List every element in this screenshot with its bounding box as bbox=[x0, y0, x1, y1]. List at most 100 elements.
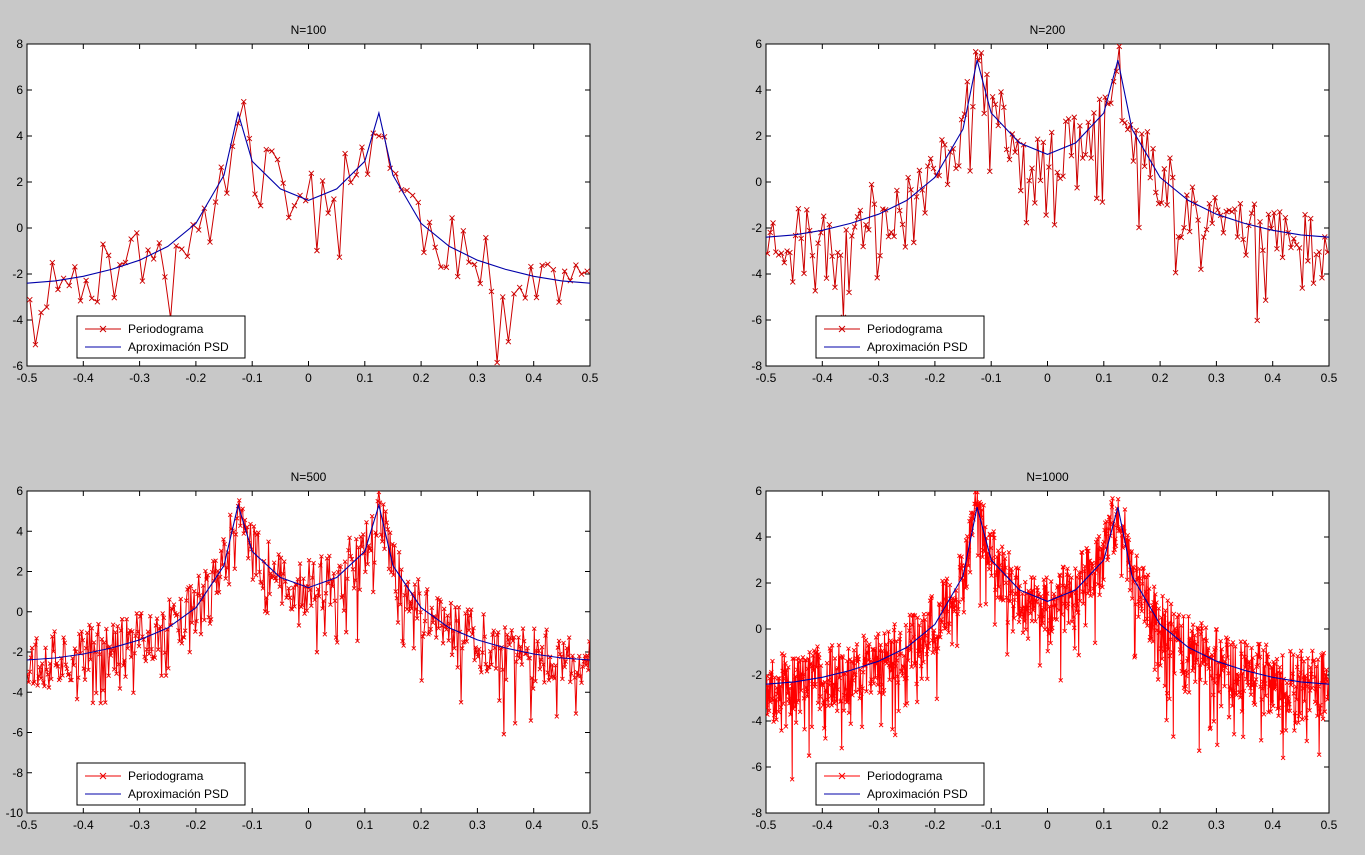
periodogram-marker bbox=[525, 645, 530, 651]
periodogram-marker bbox=[1038, 602, 1043, 608]
periodogram-marker bbox=[1240, 671, 1245, 676]
periodogram-marker bbox=[833, 698, 839, 704]
periodogram-marker bbox=[1056, 583, 1061, 589]
periodogram-marker bbox=[246, 135, 253, 142]
periodogram-marker bbox=[875, 682, 881, 688]
periodogram-marker bbox=[390, 541, 395, 547]
periodogram-marker bbox=[964, 584, 970, 590]
y-tick-label: 2 bbox=[755, 576, 762, 590]
periodogram-marker bbox=[842, 693, 847, 698]
periodogram-marker bbox=[954, 643, 960, 649]
periodogram-marker bbox=[804, 689, 810, 695]
periodogram-marker bbox=[1082, 564, 1088, 569]
periodogram-marker bbox=[1066, 620, 1071, 626]
periodogram-marker bbox=[937, 602, 943, 608]
periodogram-marker bbox=[794, 667, 800, 673]
periodogram-marker bbox=[213, 558, 218, 563]
periodogram-marker bbox=[1071, 625, 1077, 631]
periodogram-marker bbox=[1173, 630, 1179, 635]
periodogram-marker bbox=[1155, 661, 1160, 667]
periodogram-marker bbox=[919, 618, 925, 623]
periodogram-marker bbox=[1244, 642, 1250, 648]
periodogram-marker bbox=[782, 672, 788, 678]
periodogram-marker bbox=[941, 622, 947, 628]
periodogram-marker bbox=[849, 233, 855, 239]
periodogram-marker bbox=[1182, 689, 1188, 695]
periodogram-marker bbox=[1271, 210, 1277, 216]
periodogram-marker bbox=[1243, 252, 1249, 258]
periodogram-marker bbox=[865, 651, 870, 657]
periodogram-marker bbox=[846, 646, 851, 652]
periodogram-marker bbox=[774, 717, 779, 723]
periodogram-marker bbox=[179, 246, 185, 252]
periodogram-marker bbox=[1156, 606, 1162, 611]
periodogram-marker bbox=[1287, 708, 1293, 714]
periodogram-marker bbox=[1186, 690, 1192, 695]
periodogram-marker bbox=[1030, 608, 1036, 613]
periodogram-marker bbox=[423, 591, 429, 596]
periodogram-marker bbox=[1168, 636, 1173, 642]
periodogram-marker bbox=[874, 274, 881, 281]
periodogram-marker bbox=[232, 566, 238, 572]
periodogram-marker bbox=[1147, 638, 1152, 643]
periodogram-marker bbox=[333, 635, 339, 640]
y-tick-label: -6 bbox=[12, 726, 23, 740]
periodogram-marker bbox=[1278, 670, 1284, 676]
periodogram-marker bbox=[436, 625, 441, 631]
x-tick-label: -0.3 bbox=[129, 371, 150, 385]
periodogram-marker bbox=[1122, 507, 1128, 512]
periodogram-marker bbox=[814, 664, 819, 670]
periodogram-marker bbox=[1231, 731, 1237, 737]
y-tick-label: -8 bbox=[751, 806, 762, 820]
periodogram-marker bbox=[1102, 527, 1107, 533]
periodogram-marker bbox=[778, 704, 784, 710]
periodogram-marker bbox=[1174, 614, 1180, 620]
periodogram-marker bbox=[128, 236, 134, 242]
periodogram-marker bbox=[1213, 645, 1218, 651]
periodogram-marker bbox=[1012, 149, 1018, 156]
periodogram-marker bbox=[266, 539, 271, 545]
periodogram-marker bbox=[437, 264, 444, 270]
periodogram-marker bbox=[785, 664, 791, 670]
series-periodograma bbox=[27, 491, 590, 737]
periodogram-marker bbox=[98, 700, 104, 706]
periodogram-marker bbox=[888, 668, 894, 674]
periodogram-marker bbox=[1247, 659, 1252, 664]
periodogram-marker bbox=[1135, 574, 1141, 580]
periodogram-marker bbox=[1023, 627, 1029, 632]
periodogram-marker bbox=[1092, 640, 1098, 646]
periodogram-marker bbox=[1011, 615, 1017, 621]
periodogram-marker bbox=[1189, 184, 1196, 190]
periodogram-marker bbox=[809, 252, 816, 259]
periodogram-marker bbox=[504, 632, 510, 637]
periodogram-marker bbox=[533, 294, 540, 301]
y-tick-label: 6 bbox=[755, 484, 762, 498]
periodogram-marker bbox=[1266, 661, 1272, 667]
periodogram-marker bbox=[83, 645, 89, 651]
y-tick-label: 2 bbox=[755, 129, 762, 143]
periodogram-marker bbox=[1152, 591, 1158, 597]
periodogram-marker bbox=[195, 591, 200, 597]
periodogram-marker bbox=[986, 168, 993, 175]
periodogram-marker bbox=[913, 659, 919, 665]
periodogram-marker bbox=[975, 491, 980, 495]
periodogram-marker bbox=[889, 639, 895, 645]
y-tick-label: -2 bbox=[12, 267, 23, 281]
periodogram-marker bbox=[919, 676, 924, 682]
periodogram-marker bbox=[491, 628, 497, 634]
periodogram-marker bbox=[27, 669, 33, 675]
periodogram-marker bbox=[350, 566, 356, 572]
periodogram-marker bbox=[63, 662, 69, 667]
periodogram-marker bbox=[433, 635, 439, 640]
periodogram-marker bbox=[1312, 674, 1317, 680]
periodogram-marker bbox=[828, 648, 833, 653]
periodogram-marker bbox=[281, 559, 287, 564]
periodogram-marker bbox=[314, 247, 320, 254]
periodogram-marker bbox=[111, 294, 118, 301]
periodogram-marker bbox=[912, 613, 918, 618]
periodogram-marker bbox=[1286, 701, 1292, 707]
periodogram-marker bbox=[820, 213, 827, 219]
periodogram-marker bbox=[986, 560, 991, 566]
periodogram-marker bbox=[176, 628, 181, 633]
periodogram-marker bbox=[1088, 155, 1094, 161]
